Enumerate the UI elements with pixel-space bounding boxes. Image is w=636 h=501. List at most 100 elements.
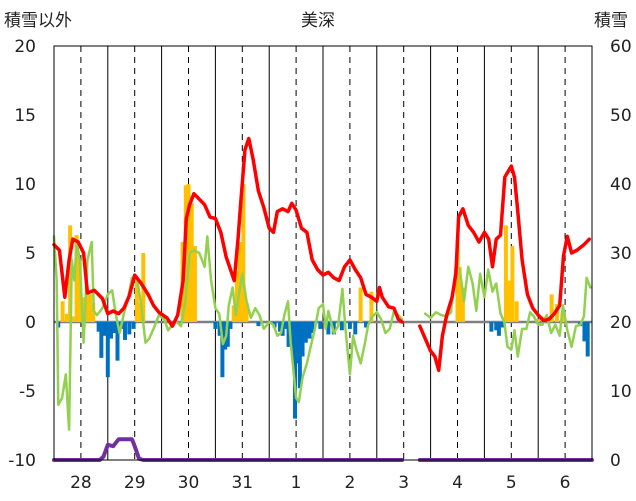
precip-bar	[293, 322, 298, 419]
precip-bar	[228, 322, 233, 329]
precip-bar	[318, 322, 323, 329]
precip-bar	[494, 322, 499, 331]
precip-bar	[514, 301, 519, 322]
right-tick-label: 60	[610, 37, 632, 57]
precip-bar	[134, 277, 139, 322]
left-tick-label: 5	[25, 244, 36, 264]
precip-bar	[290, 322, 295, 357]
precip-bar	[286, 322, 291, 347]
precip-bar	[506, 280, 511, 322]
left-tick-label: -5	[19, 382, 36, 402]
right-tick-label: 30	[610, 244, 632, 264]
plot-frame	[53, 45, 593, 461]
precip-bar	[105, 322, 110, 378]
x-tick-label: 1	[291, 473, 302, 493]
precip-bar	[213, 322, 218, 329]
precip-bar	[112, 322, 117, 334]
precip-bar	[500, 322, 505, 328]
precip-bar	[96, 322, 101, 332]
x-tick-label: 4	[452, 473, 463, 493]
right-axis-title: 積雪	[594, 11, 628, 31]
precip-bar	[297, 322, 302, 389]
right-tick-label: 50	[610, 106, 632, 126]
precip-bar	[138, 302, 143, 322]
precip-bar	[84, 286, 89, 322]
temperature-line	[52, 136, 592, 373]
precip-bar	[189, 203, 194, 322]
x-tick-label: 3	[398, 473, 409, 493]
x-tick-label: 28	[70, 473, 92, 493]
precip-bar	[244, 302, 249, 322]
precip-bar	[115, 322, 120, 361]
right-tick-label: 10	[610, 382, 632, 402]
precip-bar	[74, 235, 79, 322]
precip-bar	[88, 294, 93, 322]
precip-bar	[358, 287, 363, 322]
precip-bar	[237, 241, 242, 322]
left-tick-label: -10	[8, 451, 36, 471]
precip-bar	[283, 322, 288, 329]
precip-bar	[217, 322, 222, 336]
precip-bar	[369, 291, 374, 322]
precip-bar	[303, 322, 308, 343]
x-tick-label: 29	[124, 473, 146, 493]
precip-bar	[295, 322, 300, 364]
precip-bar	[81, 297, 86, 322]
precip-bar	[109, 322, 114, 339]
precip-bar	[68, 225, 73, 322]
precip-bar	[60, 301, 65, 322]
chart-title: 美深	[301, 11, 335, 31]
precip-bar	[300, 322, 305, 357]
precip-bar	[582, 322, 587, 342]
precip-bar	[489, 322, 494, 332]
precip-bar	[549, 294, 554, 322]
precip-bar	[99, 322, 104, 358]
precip-bar	[241, 184, 246, 322]
right-tick-label: 20	[610, 313, 632, 333]
left-tick-label: 15	[14, 106, 36, 126]
precip-bar	[123, 322, 128, 340]
left-tick-label: 20	[14, 37, 36, 57]
x-axis-ticks: 28 29 30 31 1 2 3 4 5 6	[70, 473, 570, 493]
precip-bar	[77, 261, 82, 322]
right-axis-ticks: 60 50 40 30 20 10 0	[610, 37, 632, 471]
left-tick-label: 10	[14, 175, 36, 195]
x-tick-label: 5	[506, 473, 517, 493]
left-axis-ticks: 20 15 10 5 0 -5 -10	[8, 37, 36, 471]
precip-bar	[353, 322, 358, 335]
precip-bar	[460, 287, 465, 322]
precip-bar	[71, 316, 76, 322]
left-tick-label: 0	[25, 313, 36, 333]
precip-bar	[307, 322, 312, 339]
precip-bar	[536, 319, 541, 322]
left-axis-title: 積雪以外	[4, 11, 72, 31]
precip-bar	[496, 322, 501, 336]
precip-bar	[585, 322, 590, 357]
precip-bar	[234, 270, 239, 322]
precip-bar	[503, 225, 508, 322]
precip-bar	[64, 313, 69, 322]
precip-bar	[326, 322, 331, 335]
precip-bar	[256, 322, 261, 327]
x-tick-label: 30	[178, 473, 200, 493]
right-tick-label: 40	[610, 175, 632, 195]
dewpoint-line	[52, 235, 592, 431]
x-tick-label: 6	[560, 473, 571, 493]
precip-bar	[127, 322, 132, 335]
plot-border	[53, 45, 593, 461]
right-tick-label: 0	[610, 451, 621, 471]
precip-bar	[225, 322, 230, 347]
precip-bar	[364, 322, 369, 328]
precip-bar	[102, 322, 107, 336]
precip-bar	[339, 322, 344, 331]
precip-bar	[277, 322, 282, 332]
precip-bar	[457, 266, 462, 322]
precip-bar	[310, 322, 315, 334]
precip-bar	[555, 304, 560, 322]
precip-bar	[231, 305, 236, 322]
precip-bar	[131, 322, 136, 329]
precip-bar	[192, 246, 197, 322]
x-tick-label: 2	[344, 473, 355, 493]
x-tick-label: 31	[231, 473, 253, 493]
